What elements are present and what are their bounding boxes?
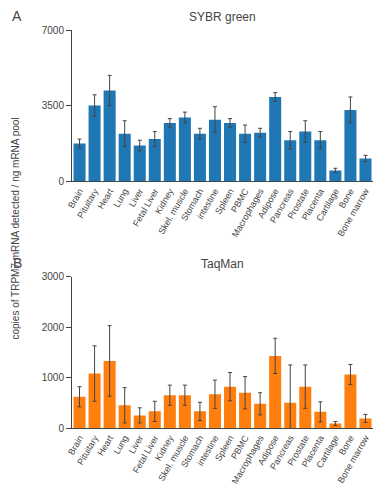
svg-text:Placenta: Placenta bbox=[300, 187, 326, 222]
svg-text:Brain: Brain bbox=[66, 187, 85, 210]
svg-text:Spleen: Spleen bbox=[213, 434, 236, 463]
svg-text:0: 0 bbox=[58, 423, 64, 434]
svg-text:intestine: intestine bbox=[195, 187, 220, 221]
svg-text:Kidney: Kidney bbox=[153, 433, 176, 462]
svg-text:2000: 2000 bbox=[42, 322, 65, 333]
svg-text:Spleen: Spleen bbox=[213, 187, 236, 216]
svg-text:Placenta: Placenta bbox=[300, 434, 326, 469]
svg-text:Heart: Heart bbox=[96, 433, 116, 457]
svg-text:Cartilage: Cartilage bbox=[314, 187, 341, 223]
svg-text:copies of TRPM7 mRNA detected: copies of TRPM7 mRNA detected / ng mRNA … bbox=[10, 117, 21, 339]
svg-text:B: B bbox=[13, 255, 22, 271]
svg-text:SYBR green: SYBR green bbox=[189, 10, 256, 24]
svg-text:3500: 3500 bbox=[42, 100, 65, 111]
svg-text:Heart: Heart bbox=[96, 186, 116, 210]
svg-text:Fetal Liver: Fetal Liver bbox=[131, 187, 161, 228]
svg-text:Bone marrow: Bone marrow bbox=[336, 433, 372, 485]
svg-text:Cartilage: Cartilage bbox=[314, 434, 341, 470]
svg-text:3000: 3000 bbox=[42, 271, 65, 282]
svg-text:Pituitary: Pituitary bbox=[75, 186, 100, 220]
svg-text:Pancreas: Pancreas bbox=[268, 433, 296, 471]
svg-text:Bone: Bone bbox=[337, 187, 356, 210]
svg-text:Skel. muscle: Skel. muscle bbox=[156, 434, 190, 483]
svg-text:Prostate: Prostate bbox=[285, 187, 310, 221]
svg-text:Macrophages: Macrophages bbox=[230, 433, 266, 486]
svg-text:Stomach: Stomach bbox=[179, 434, 205, 470]
svg-text:PBMC: PBMC bbox=[229, 433, 251, 461]
svg-text:Pituitary: Pituitary bbox=[75, 433, 100, 467]
svg-text:Bone marrow: Bone marrow bbox=[336, 186, 372, 238]
svg-text:Kidney: Kidney bbox=[153, 186, 176, 215]
svg-text:Adipose: Adipose bbox=[256, 434, 281, 467]
svg-text:Bone: Bone bbox=[337, 434, 356, 457]
svg-text:A: A bbox=[12, 8, 22, 24]
svg-text:Liver: Liver bbox=[127, 187, 145, 209]
svg-text:1000: 1000 bbox=[42, 372, 65, 383]
svg-text:Lung: Lung bbox=[112, 434, 131, 456]
svg-text:Pancreas: Pancreas bbox=[268, 186, 296, 224]
svg-text:TaqMan: TaqMan bbox=[201, 257, 244, 271]
svg-text:Fetal Liver: Fetal Liver bbox=[131, 434, 161, 475]
svg-text:Adipose: Adipose bbox=[256, 187, 281, 220]
svg-text:PBMC: PBMC bbox=[229, 186, 251, 214]
svg-text:Prostate: Prostate bbox=[285, 434, 310, 468]
svg-text:Brain: Brain bbox=[66, 434, 85, 457]
svg-text:Macrophages: Macrophages bbox=[230, 186, 266, 239]
svg-text:Liver: Liver bbox=[127, 434, 145, 456]
svg-text:Skel. muscle: Skel. muscle bbox=[156, 187, 190, 236]
svg-text:0: 0 bbox=[58, 176, 64, 187]
svg-text:Stomach: Stomach bbox=[179, 187, 205, 223]
svg-text:7000: 7000 bbox=[42, 25, 65, 36]
svg-text:Lung: Lung bbox=[112, 187, 131, 209]
svg-text:intestine: intestine bbox=[195, 434, 220, 468]
